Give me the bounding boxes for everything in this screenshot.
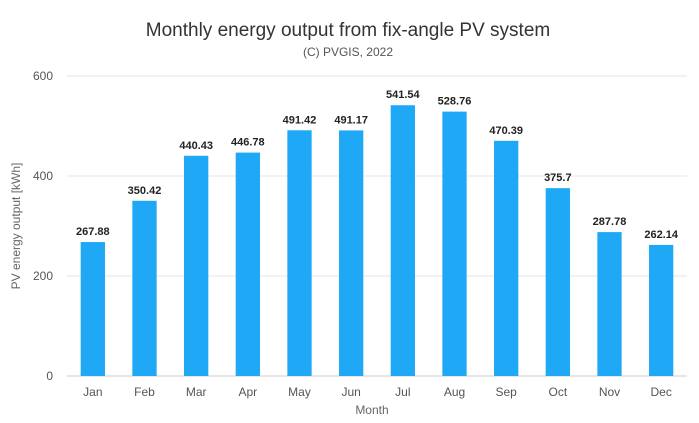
y-tick-label: 200 [33,269,53,283]
data-label-sep: 470.39 [489,125,523,137]
x-tick-label: Oct [548,385,567,399]
bar-mar[interactable] [184,155,209,376]
data-label-jun: 491.17 [334,114,368,126]
bars [80,105,674,377]
x-tick-label: Aug [444,385,465,399]
x-tick-label: Jul [395,385,410,399]
bar-may[interactable] [287,130,312,376]
data-label-dec: 262.14 [644,229,679,241]
bar-sep[interactable] [494,140,519,376]
y-axis-label: PV energy output [kWh] [9,163,23,290]
x-tick-label: Jun [341,385,360,399]
bar-jun[interactable] [339,130,364,376]
data-label-apr: 446.78 [231,137,265,149]
data-label-jan: 267.88 [76,226,110,238]
y-tick-label: 600 [33,69,53,83]
chart-title: Monthly energy output from fix-angle PV … [146,20,550,41]
data-labels: 267.88 350.42 440.43 446.78 491.42 491.17 541.… [76,89,679,241]
x-tick-labels: Jan Feb Mar Apr May Jun Jul Aug Sep Oct Nov Dec [83,385,672,399]
x-tick-label: Apr [238,385,257,399]
y-tick-labels: 0 200 400 600 [33,69,53,383]
data-label-nov: 287.78 [593,216,627,228]
data-label-may: 491.42 [283,114,317,126]
bar-aug[interactable] [442,111,467,377]
x-tick-label: Feb [134,385,155,399]
bar-jan[interactable] [80,242,105,376]
x-tick-label: Dec [650,385,671,399]
x-tick-label: Jan [83,385,102,399]
x-tick-label: May [288,385,311,399]
chart-subtitle: (C) PVGIS, 2022 [303,45,393,59]
y-tick-label: 0 [46,369,53,383]
x-tick-label: Nov [599,385,620,399]
x-tick-label: Mar [186,385,207,399]
data-label-aug: 528.76 [438,96,472,108]
bar-apr[interactable] [235,152,260,376]
data-label-oct: 375.7 [544,172,572,184]
x-axis-label: Month [355,403,388,417]
bar-dec[interactable] [649,244,674,376]
data-label-feb: 350.42 [128,185,162,197]
bar-oct[interactable] [545,188,570,376]
bar-jul[interactable] [390,105,415,376]
bar-nov[interactable] [597,232,622,376]
y-tick-label: 400 [33,169,53,183]
data-label-jul: 541.54 [386,89,421,101]
x-tick-label: Sep [495,385,517,399]
bar-feb[interactable] [132,200,157,376]
gridlines [67,75,687,377]
data-label-mar: 440.43 [179,140,213,152]
